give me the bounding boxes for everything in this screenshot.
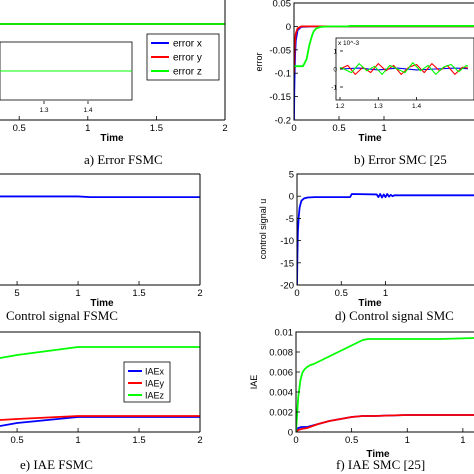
panel-e-xtick-label: 1 xyxy=(75,435,80,446)
panel-d-ytick-label: 5 xyxy=(289,170,294,181)
panel-c-xtick-label: 1 xyxy=(75,288,80,299)
panel-a-xlabel: Time xyxy=(100,133,124,144)
panel-b-inset-xtick-label: 1.4 xyxy=(412,103,421,110)
panel-b-ytick-label: 0 xyxy=(286,22,291,33)
panel-a: 0.5 1 1.5 2 Time 1.3 1.4 error x error y error… xyxy=(0,0,228,167)
panel-e: 0.5 1 1.5 2 IAEx IAEy IAEz e) IAE FSMC xyxy=(0,331,203,472)
panel-f-caption: f) IAE SMC [25] xyxy=(336,457,425,472)
panel-b-series-2 xyxy=(294,25,474,74)
panel-d-ytick-label: -5 xyxy=(286,214,294,225)
panel-c-xtick-label: 1.5 xyxy=(132,288,145,299)
panel-e-xtick-label: 0.5 xyxy=(10,435,23,446)
panel-d-ytick-label: -15 xyxy=(280,258,294,269)
panel-d-caption: d) Control signal SMC xyxy=(335,308,454,323)
panel-e-xtick-label: 2 xyxy=(197,435,202,446)
panel-a-caption: a) Error FSMC xyxy=(84,152,163,167)
panel-e-plot-area xyxy=(0,346,200,427)
panel-b-xtick-label: 0.5 xyxy=(332,123,345,134)
panel-b-inset-exponent: x 10^-3 xyxy=(338,40,360,47)
panel-c-xtick-label: 5 xyxy=(14,288,19,299)
panel-d-ytick-label: -20 xyxy=(280,281,294,292)
panel-a-legend xyxy=(146,33,220,81)
panel-f: 0 0.5 1 1 0.01 0.008 0.006 0.004 0.002 0 Time IA… xyxy=(249,328,474,472)
panel-e-legend-label: IAEy xyxy=(145,379,165,389)
panel-b-xtick-label: 1 xyxy=(381,123,386,134)
panel-d-plot-area xyxy=(297,193,474,285)
panel-a-legend-label: error z xyxy=(173,67,202,78)
panel-d-xtick-label: 0.5 xyxy=(335,288,348,299)
panel-d: 0 0.5 1 5 0 -5 -10 -15 -20 Time control signal … xyxy=(258,170,474,323)
panel-a-inset-xtick-label: 1.3 xyxy=(39,107,48,114)
panel-c-caption: Control signal FSMC xyxy=(6,308,118,323)
panel-e-series-2 xyxy=(0,415,200,421)
panel-a-xtick-label: 0.5 xyxy=(13,123,26,134)
panel-e-series-3 xyxy=(0,346,200,359)
panel-f-axes-box xyxy=(295,331,474,433)
panel-e-caption: e) IAE FSMC xyxy=(20,457,93,472)
panel-f-ytick-label: 0.01 xyxy=(275,328,294,339)
panel-b-inset-series-3 xyxy=(339,62,468,75)
panel-b-inset-xtick-label: 1.3 xyxy=(374,103,383,110)
panel-b-inset-ytick-label: 1 xyxy=(333,49,337,56)
panel-f-plot-area xyxy=(296,337,474,432)
panel-b-ytick-label: -0.15 xyxy=(269,92,291,103)
panel-a-legend-label: error y xyxy=(173,53,202,64)
panel-a-inset-xtick-label: 1.4 xyxy=(83,107,92,114)
panel-f-ytick-label: 0.002 xyxy=(269,408,293,419)
panel-f-series-3 xyxy=(296,337,474,432)
panel-b-caption: b) Error SMC [25 xyxy=(354,152,447,167)
panel-b-series-3 xyxy=(294,25,474,68)
panel-b-xlabel: Time xyxy=(358,133,382,144)
panel-b: 0 0.5 1 0.05 0 -0.05 -0.1 -0.15 -0.2 Time error… xyxy=(254,0,474,167)
panel-c-series-1 xyxy=(0,195,200,198)
panel-c-xtick-label: 2 xyxy=(197,288,202,299)
panel-b-xtick-label: 0 xyxy=(291,123,296,134)
panel-d-series-1 xyxy=(297,193,474,285)
panel-f-xtick-label: 0 xyxy=(293,435,298,446)
panel-d-ytick-label: -10 xyxy=(280,236,294,247)
panel-b-axes-box xyxy=(293,2,474,121)
panel-e-series-1 xyxy=(0,416,200,427)
panel-f-xtick-label: 1 xyxy=(405,435,410,446)
panel-d-ytick-label: 0 xyxy=(289,192,294,203)
panel-f-xtick-label: 1 xyxy=(460,435,465,446)
panel-b-ytick-label: -0.05 xyxy=(269,45,291,56)
panel-e-xtick-label: 1.5 xyxy=(132,435,145,446)
panel-b-ylabel: error xyxy=(254,52,264,71)
panel-f-xlabel: Time xyxy=(366,449,390,460)
panel-d-xlabel: Time xyxy=(358,298,382,309)
panel-d-xtick-label: 0 xyxy=(294,288,299,299)
panel-d-xtick-label: 1 xyxy=(383,288,388,299)
panel-f-ylabel: IAE xyxy=(249,375,259,390)
panel-f-xtick-label: 0.5 xyxy=(345,435,358,446)
panel-b-inset-series-2 xyxy=(339,63,468,75)
panel-b-inset-xtick-label: 1.2 xyxy=(335,103,344,110)
panel-b-ytick-label: 0.05 xyxy=(273,0,292,10)
panel-b-ytick-label: -0.2 xyxy=(275,116,291,127)
panel-d-ylabel: control signal u xyxy=(258,199,268,260)
panel-f-ytick-label: 0 xyxy=(288,428,293,439)
panel-c-plot-area xyxy=(0,195,200,198)
panel-f-ytick-label: 0.006 xyxy=(269,368,293,379)
panel-b-inset-ytick-label: 0 xyxy=(333,67,337,74)
panel-f-ytick-label: 0.004 xyxy=(269,388,293,399)
panel-f-series-2 xyxy=(296,414,474,432)
panel-f-ytick-label: 0.008 xyxy=(269,348,293,359)
panel-a-legend-label: error x xyxy=(173,39,202,50)
panel-b-ytick-label: -0.1 xyxy=(275,69,291,80)
panel-e-legend-label: IAEz xyxy=(145,391,165,401)
panel-c-xlabel: Time xyxy=(90,298,114,309)
panel-a-xtick-label: 1 xyxy=(85,123,90,134)
panel-c: 5 1 1.5 2 Time Control signal FSMC xyxy=(0,173,203,323)
panel-a-xtick-label: 1.5 xyxy=(150,123,163,134)
panel-d-axes-box xyxy=(296,173,474,286)
panel-b-inset-ytick-label: -1 xyxy=(331,85,337,92)
panel-a-xtick-label: 2 xyxy=(222,123,227,134)
panel-e-legend-label: IAEx xyxy=(145,367,165,377)
